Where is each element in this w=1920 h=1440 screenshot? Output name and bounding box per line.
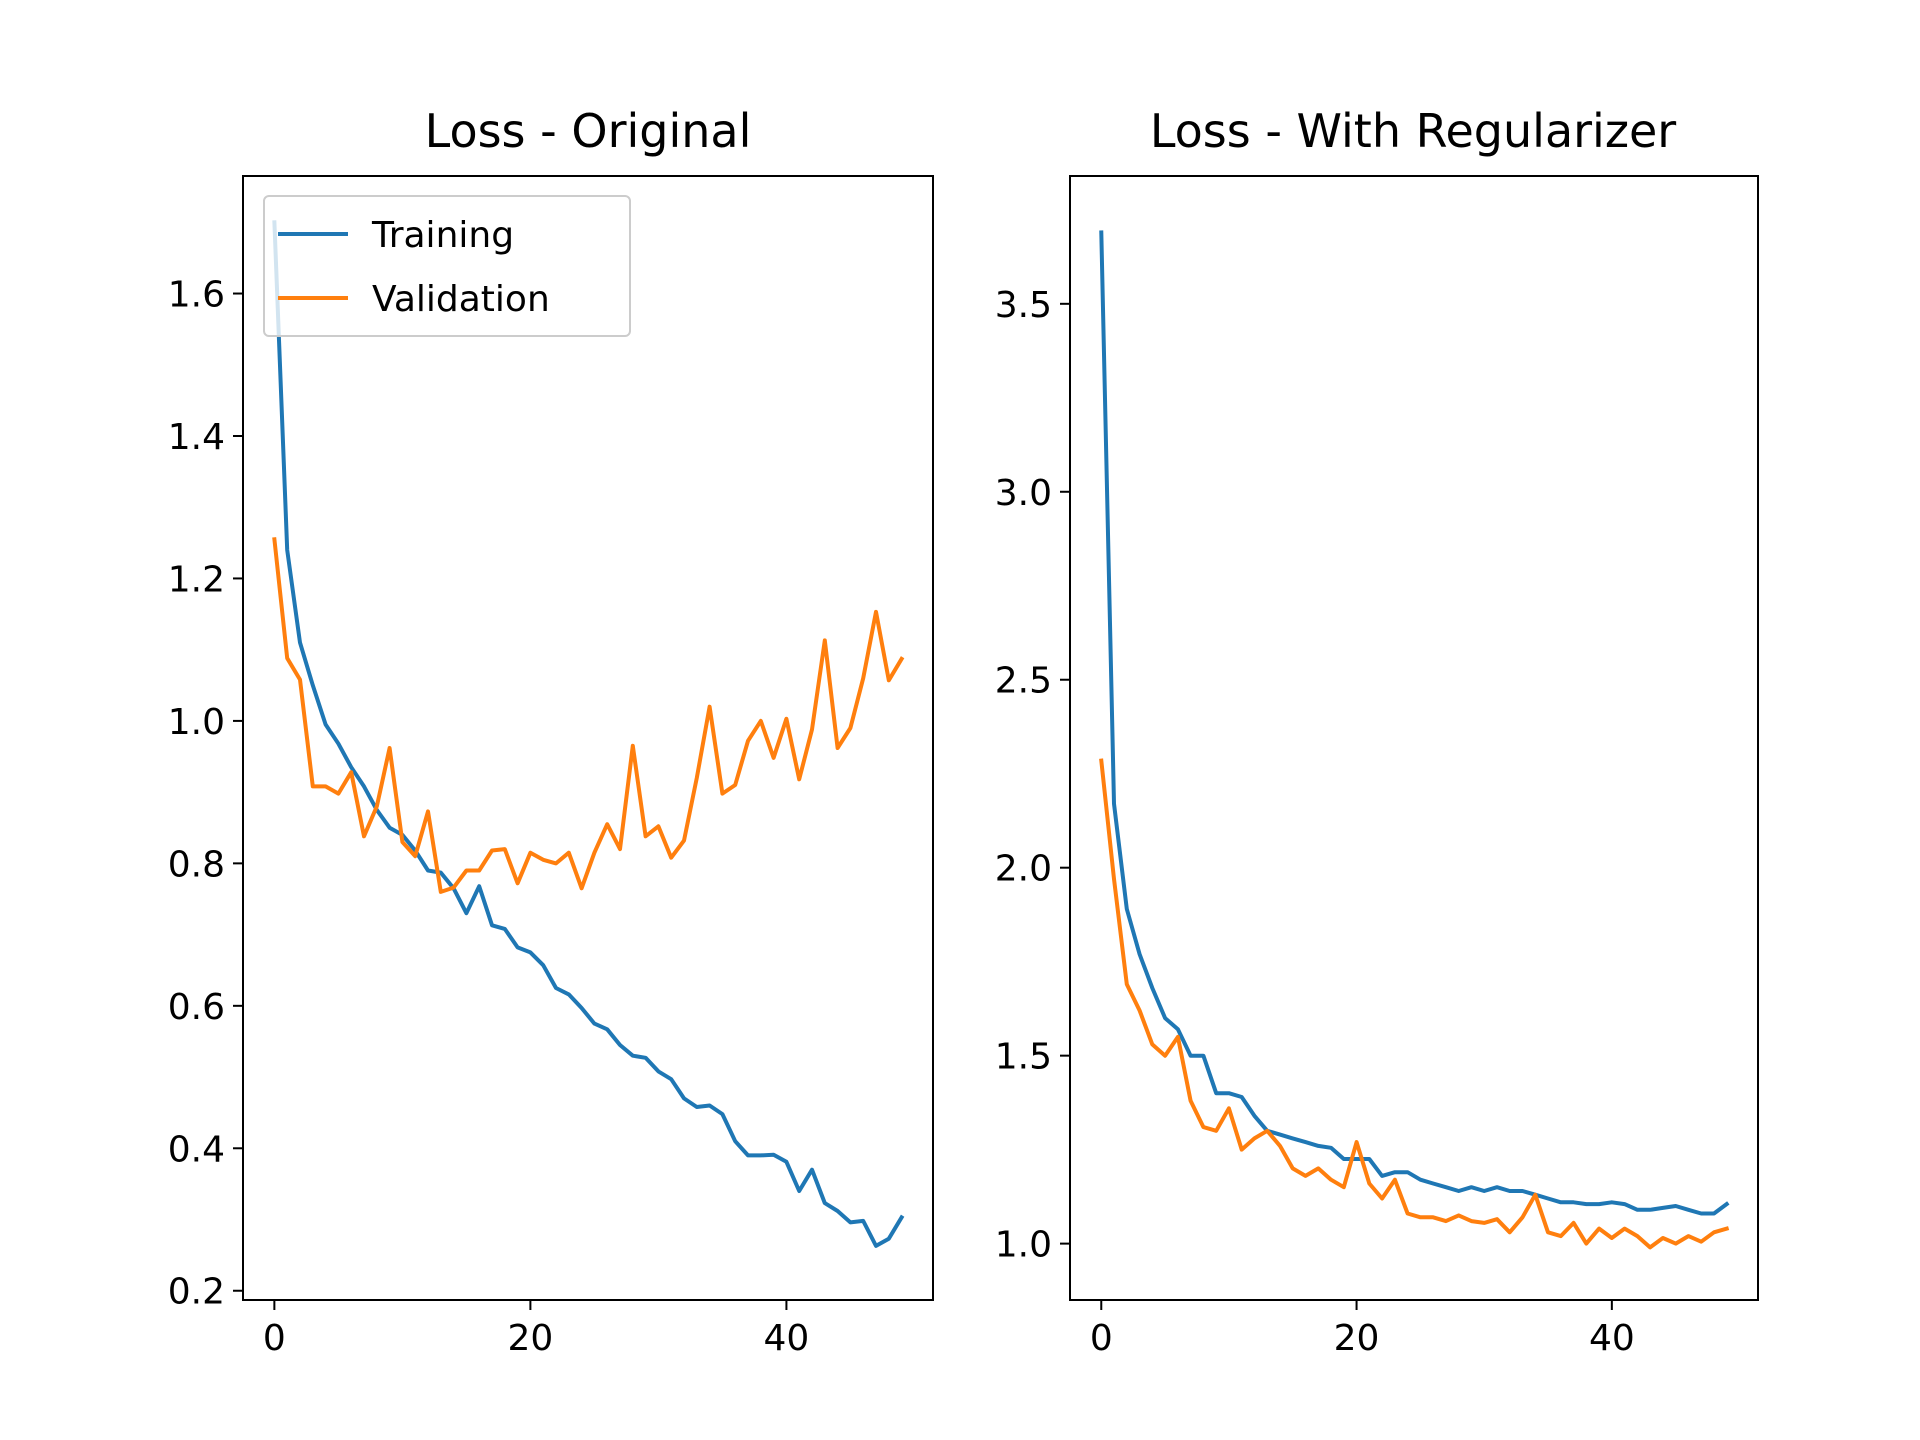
y-tick-label: 0.2	[168, 1272, 225, 1313]
chart-title-original: Loss - Original	[425, 104, 752, 158]
axes-frame-original	[242, 175, 934, 1301]
x-tick-label: 0	[1090, 1318, 1113, 1359]
x-tick-label: 20	[1334, 1318, 1380, 1359]
y-tick-label: 1.5	[995, 1037, 1052, 1078]
x-axis-regularizer: 0 20 40	[1090, 1300, 1635, 1359]
series-line-training-regularizer	[1099, 230, 1730, 1216]
x-tick-label: 40	[764, 1318, 810, 1359]
series-line-validation-original	[272, 537, 905, 894]
y-tick-label: 1.0	[168, 702, 225, 743]
legend-box	[263, 195, 631, 337]
x-tick-label: 20	[507, 1318, 553, 1359]
y-tick-label: 0.8	[168, 844, 225, 885]
y-tick-label: 1.6	[168, 275, 225, 316]
legend-original: Training Validation	[263, 195, 631, 337]
chart-original: Loss - Original 0.2 0.4 0.6 0.8 1.0 1.2 1.4 1.6…	[168, 104, 934, 1359]
y-tick-label: 3.5	[995, 285, 1052, 326]
y-tick-label: 0.4	[168, 1129, 225, 1170]
y-tick-label: 1.4	[168, 417, 225, 458]
chart-title-regularizer: Loss - With Regularizer	[1150, 104, 1676, 158]
y-tick-label: 3.0	[995, 473, 1052, 514]
plot-lines-regularizer	[1099, 230, 1730, 1250]
plot-lines-original	[272, 220, 905, 1248]
series-line-validation-regularizer	[1099, 758, 1730, 1250]
x-tick-label: 40	[1589, 1318, 1635, 1359]
x-tick-label: 0	[263, 1318, 286, 1359]
legend-label-training: Training	[371, 215, 514, 256]
y-tick-label: 1.0	[995, 1225, 1052, 1266]
chart-regularizer: Loss - With Regularizer 1.0 1.5 2.0 2.5 3.0 3…	[995, 104, 1759, 1359]
y-tick-label: 2.5	[995, 661, 1052, 702]
y-axis-regularizer: 1.0 1.5 2.0 2.5 3.0 3.5	[995, 285, 1070, 1266]
y-tick-label: 0.6	[168, 987, 225, 1028]
axes-frame-regularizer	[1069, 175, 1759, 1301]
y-tick-label: 2.0	[995, 849, 1052, 890]
legend-label-validation: Validation	[372, 279, 550, 320]
series-line-training-original	[272, 220, 905, 1248]
y-axis-original: 0.2 0.4 0.6 0.8 1.0 1.2 1.4 1.6	[168, 275, 243, 1313]
y-tick-label: 1.2	[168, 559, 225, 600]
x-axis-original: 0 20 40	[263, 1300, 809, 1359]
